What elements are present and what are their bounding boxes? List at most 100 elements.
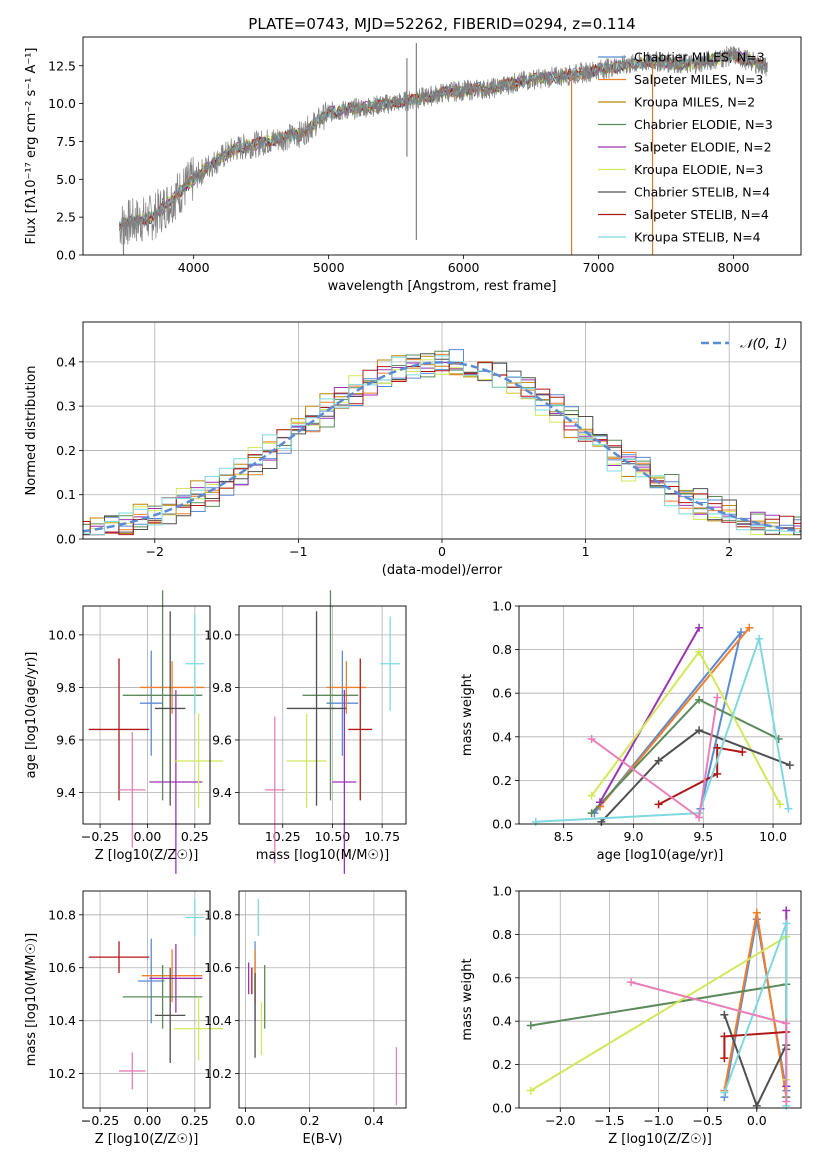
y-tick-label: 9.4 [56, 785, 76, 800]
x-tick-label: 6000 [448, 260, 480, 275]
y-tick-label: 9.4 [212, 785, 232, 800]
y-tick-label: 0.6 [492, 686, 512, 701]
x-axis-label: wavelength [Angstrom, rest frame] [328, 279, 557, 294]
x-tick-label: −0.5 [692, 1113, 722, 1128]
y-axis-label: Flux [fλ10⁻¹⁷ erg cm⁻² s⁻¹ A⁻¹] [24, 48, 39, 245]
x-axis-label: E(B-V) [302, 1132, 342, 1147]
axes-frame [82, 36, 802, 256]
y-tick-label: 10.8 [48, 907, 76, 922]
x-tick-label: 0.00 [134, 1113, 162, 1128]
x-tick-label: 7000 [583, 260, 615, 275]
x-axis-label: mass [log10(M/M☉)] [256, 848, 389, 863]
weight-marker [526, 1021, 535, 1030]
weight-marker [784, 804, 793, 813]
y-tick-label: 0.2 [56, 443, 76, 458]
x-tick-label: −2 [146, 544, 164, 559]
axes-frame [238, 890, 407, 1109]
y-tick-label: 9.8 [56, 680, 76, 695]
panel-massweight-4: 8.5 9.0 9.5 10.0 0.0 0.2 0.4 0.6 0.8 1.0 age [log1… [460, 599, 802, 863]
weight-marker [745, 623, 754, 632]
weight-marker [720, 1054, 729, 1063]
weight-marker [755, 634, 764, 643]
y-tick-label: 9.6 [212, 732, 232, 747]
weight-line [600, 729, 791, 823]
x-tick-label: 0.2 [300, 1113, 320, 1128]
y-tick-label: 10.8 [204, 907, 232, 922]
y-tick-label: 0.6 [492, 970, 512, 985]
weight-marker [782, 919, 791, 928]
weight-marker [782, 1097, 791, 1106]
y-tick-label: 0.3 [56, 399, 76, 414]
histogram-step [83, 355, 801, 536]
weight-marker [526, 1086, 535, 1095]
weight-marker [587, 809, 596, 818]
x-tick-label: 10.25 [265, 829, 301, 844]
weight-marker [587, 734, 596, 743]
legend-label: Salpeter ELODIE, N=2 [634, 140, 772, 155]
y-tick-label: 0.0 [492, 817, 512, 832]
panel-massweight-7: −2.0 −1.5 −1.0 −0.5 0.0 0.0 0.2 0.4 0.6 0.8 1.0 Z [… [460, 884, 802, 1147]
chart-title: PLATE=0743, MJD=52262, FIBERID=0294, z=0… [248, 15, 635, 33]
legend-label: Chabrier MILES, N=3 [634, 50, 765, 65]
x-tick-label: 0 [438, 544, 446, 559]
weight-line [591, 697, 719, 820]
x-tick-label: 0.0 [235, 1113, 255, 1128]
weight-marker [713, 769, 722, 778]
y-tick-label: 1.0 [492, 884, 512, 899]
x-tick-label: 0.00 [134, 829, 162, 844]
panel-errorbar-6: 0.0 0.2 0.4 10.2 10.4 10.6 10.8 E(B-V) [204, 890, 407, 1147]
y-tick-label: 0.8 [492, 927, 512, 942]
y-tick-label: 10.6 [48, 960, 76, 975]
weight-marker [738, 748, 747, 757]
y-tick-label: 9.6 [56, 732, 76, 747]
weight-marker [713, 743, 722, 752]
y-tick-label: 0.0 [56, 532, 76, 547]
data-spectrum [119, 45, 768, 245]
y-tick-label: 0.4 [492, 1014, 512, 1029]
y-tick-label: 0.4 [56, 354, 76, 369]
legend-label: Kroupa MILES, N=2 [634, 95, 755, 110]
legend: Chabrier MILES, N=3 Salpeter MILES, N=3 Kr… [598, 50, 773, 245]
y-tick-label: 10.2 [48, 1066, 76, 1081]
legend-label: Kroupa STELIB, N=4 [634, 230, 761, 245]
y-tick-label: 2.5 [56, 210, 76, 225]
y-tick-label: 0.2 [492, 1057, 512, 1072]
x-axis-label: (data-model)/error [382, 563, 503, 578]
y-tick-label: 10.4 [48, 1013, 76, 1028]
weight-marker [627, 978, 636, 987]
weight-marker [720, 1088, 729, 1097]
weight-line [630, 981, 788, 1102]
weight-marker [654, 756, 663, 765]
y-tick-label: 0.2 [492, 773, 512, 788]
y-tick-label: 0.0 [492, 1101, 512, 1116]
x-tick-label: 5000 [313, 260, 345, 275]
weight-marker [776, 800, 785, 809]
y-tick-label: 0.8 [492, 642, 512, 657]
legend-label: Salpeter STELIB, N=4 [634, 207, 769, 222]
weight-marker [695, 623, 704, 632]
y-tick-label: 10.0 [48, 627, 76, 642]
weight-line [535, 638, 790, 823]
x-tick-label: 0.25 [181, 1113, 209, 1128]
histogram-step [83, 355, 801, 536]
weight-line [723, 1014, 788, 1109]
legend-label: Kroupa ELODIE, N=3 [634, 162, 763, 177]
weight-marker [695, 695, 704, 704]
panel-histogram: −2 −1 0 1 2 0.0 0.1 0.2 0.3 0.4 𝒩(0, 1) (data-model… [24, 321, 802, 578]
x-axis-label: Z [log10(Z/Z☉)] [95, 1132, 199, 1147]
y-axis-label: Normed distribution [24, 366, 39, 496]
axes-frame [238, 605, 407, 825]
legend-label: Chabrier ELODIE, N=3 [634, 117, 773, 132]
normal-curve [82, 361, 802, 533]
weight-line [599, 627, 700, 803]
weight-marker [736, 628, 745, 637]
y-tick-label: 12.5 [48, 58, 76, 73]
x-axis-label: Z [log10(Z/Z☉)] [95, 848, 199, 863]
y-tick-label: 10.4 [204, 1013, 232, 1028]
y-axis-label: mass weight [460, 958, 475, 1040]
legend-label: 𝒩(0, 1) [740, 337, 787, 352]
y-tick-label: 5.0 [56, 172, 76, 187]
x-tick-label: 0.4 [364, 1113, 384, 1128]
axes-frame [518, 605, 802, 825]
